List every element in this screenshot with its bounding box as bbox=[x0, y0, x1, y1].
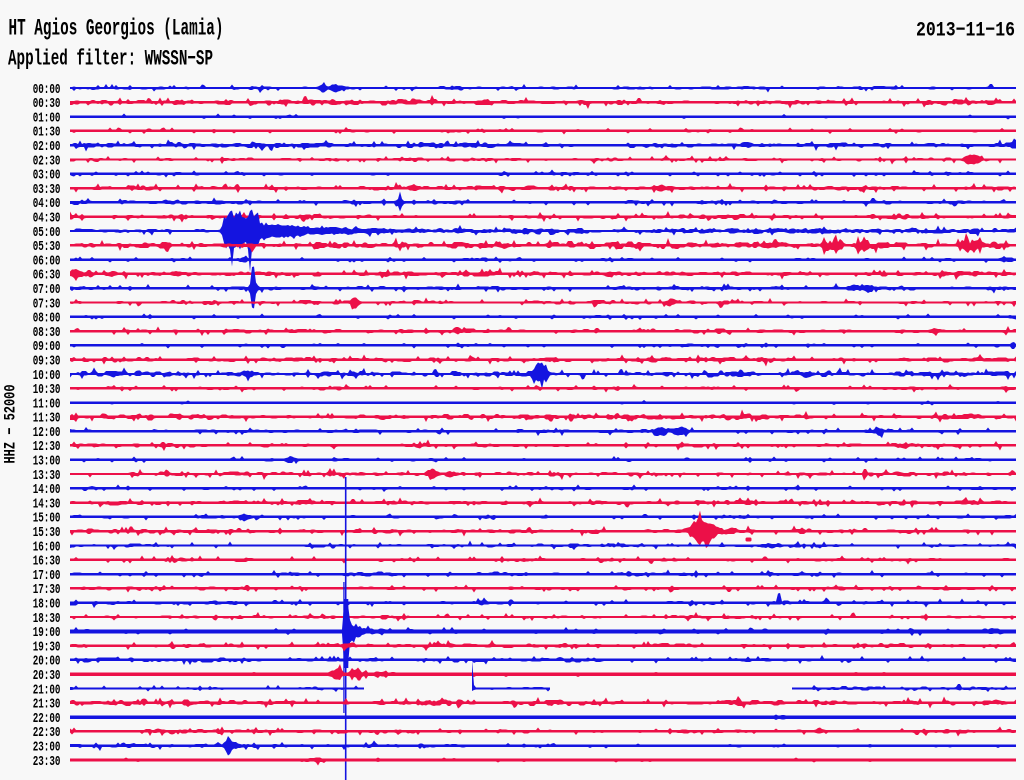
svg-text:07:00: 07:00 bbox=[33, 282, 61, 298]
svg-text:03:30: 03:30 bbox=[33, 182, 61, 198]
svg-text:19:30: 19:30 bbox=[33, 639, 61, 655]
svg-text:09:00: 09:00 bbox=[33, 339, 61, 355]
svg-text:20:00: 20:00 bbox=[33, 654, 61, 670]
svg-text:16:30: 16:30 bbox=[33, 554, 61, 570]
svg-text:10:00: 10:00 bbox=[33, 368, 61, 384]
svg-text:04:30: 04:30 bbox=[33, 211, 61, 227]
svg-text:10:30: 10:30 bbox=[33, 382, 61, 398]
svg-text:22:00: 22:00 bbox=[33, 711, 61, 727]
svg-text:08:30: 08:30 bbox=[33, 325, 61, 341]
svg-text:02:30: 02:30 bbox=[33, 153, 61, 169]
svg-text:00:00: 00:00 bbox=[33, 82, 61, 98]
svg-text:11:30: 11:30 bbox=[33, 411, 61, 427]
svg-text:06:00: 06:00 bbox=[33, 253, 61, 269]
svg-text:01:30: 01:30 bbox=[33, 125, 61, 141]
svg-text:00:30: 00:30 bbox=[33, 96, 61, 112]
svg-text:17:00: 17:00 bbox=[33, 568, 61, 584]
svg-text:15:00: 15:00 bbox=[33, 511, 61, 527]
svg-text:14:30: 14:30 bbox=[33, 496, 61, 512]
svg-text:HHZ − 52000: HHZ − 52000 bbox=[2, 385, 20, 464]
svg-text:12:30: 12:30 bbox=[33, 439, 61, 455]
svg-text:20:30: 20:30 bbox=[33, 668, 61, 684]
svg-text:19:00: 19:00 bbox=[33, 625, 61, 641]
svg-text:18:30: 18:30 bbox=[33, 611, 61, 627]
svg-text:13:30: 13:30 bbox=[33, 468, 61, 484]
svg-text:17:30: 17:30 bbox=[33, 582, 61, 598]
svg-text:01:00: 01:00 bbox=[33, 110, 61, 126]
svg-text:23:00: 23:00 bbox=[33, 740, 61, 756]
svg-text:16:00: 16:00 bbox=[33, 539, 61, 555]
svg-text:23:30: 23:30 bbox=[33, 754, 61, 770]
svg-text:02:00: 02:00 bbox=[33, 139, 61, 155]
svg-text:12:00: 12:00 bbox=[33, 425, 61, 441]
svg-text:13:00: 13:00 bbox=[33, 454, 61, 470]
svg-text:Applied filter: WWSSN−SP: Applied filter: WWSSN−SP bbox=[8, 47, 213, 72]
svg-text:06:30: 06:30 bbox=[33, 268, 61, 284]
svg-text:05:30: 05:30 bbox=[33, 239, 61, 255]
svg-text:03:00: 03:00 bbox=[33, 168, 61, 184]
svg-text:21:00: 21:00 bbox=[33, 682, 61, 698]
svg-text:04:00: 04:00 bbox=[33, 196, 61, 212]
svg-text:22:30: 22:30 bbox=[33, 725, 61, 741]
svg-text:2013−11−16: 2013−11−16 bbox=[916, 20, 1015, 43]
svg-text:05:00: 05:00 bbox=[33, 225, 61, 241]
svg-text:18:00: 18:00 bbox=[33, 597, 61, 613]
svg-text:08:00: 08:00 bbox=[33, 311, 61, 327]
svg-text:HT Agios Georgios (Lamia): HT Agios Georgios (Lamia) bbox=[9, 16, 224, 42]
svg-text:11:00: 11:00 bbox=[33, 396, 61, 412]
svg-text:21:30: 21:30 bbox=[33, 697, 61, 713]
svg-text:09:30: 09:30 bbox=[33, 354, 61, 370]
svg-text:07:30: 07:30 bbox=[33, 296, 61, 312]
svg-text:14:00: 14:00 bbox=[33, 482, 61, 498]
svg-text:15:30: 15:30 bbox=[33, 525, 61, 541]
